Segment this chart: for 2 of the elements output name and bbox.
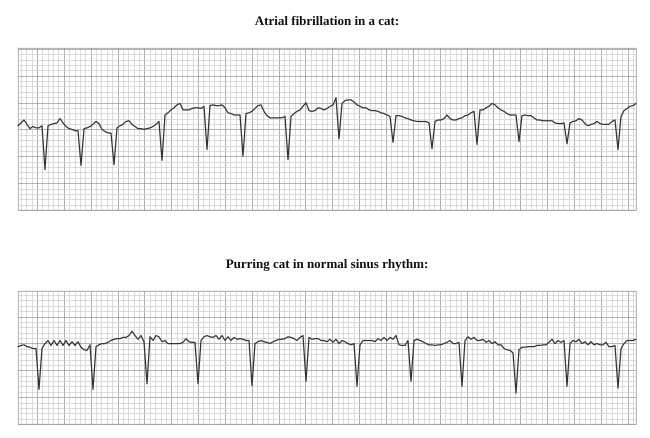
chart-title: Purring cat in normal sinus rhythm: [226,256,428,271]
chart-title: Atrial fibrillation in a cat: [254,13,400,28]
